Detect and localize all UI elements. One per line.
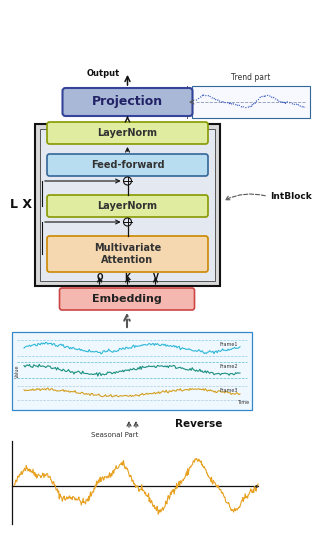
FancyBboxPatch shape [47, 236, 208, 272]
Text: Trend part: Trend part [231, 73, 271, 82]
Text: Projection: Projection [92, 96, 163, 108]
Text: Frame3: Frame3 [219, 388, 238, 393]
Text: L X: L X [10, 199, 32, 212]
Bar [192, 86, 310, 118]
Text: LayerNorm: LayerNorm [98, 128, 157, 138]
Text: Embedding: Embedding [92, 294, 162, 304]
Text: K: K [125, 273, 130, 282]
Text: Seasonal Part: Seasonal Part [91, 432, 139, 438]
Text: LayerNorm: LayerNorm [98, 201, 157, 211]
Text: Q: Q [96, 273, 103, 282]
Text: Time: Time [237, 400, 249, 405]
Text: Feed-forward: Feed-forward [91, 160, 164, 170]
FancyBboxPatch shape [47, 195, 208, 217]
Bar [12, 332, 252, 410]
FancyBboxPatch shape [47, 122, 208, 144]
Bar [35, 124, 220, 286]
Text: Frame2: Frame2 [219, 365, 238, 370]
FancyBboxPatch shape [47, 154, 208, 176]
FancyBboxPatch shape [63, 88, 192, 116]
Bar [40, 129, 215, 281]
Text: IntBlock: IntBlock [270, 192, 312, 201]
Text: Output: Output [86, 69, 120, 78]
FancyBboxPatch shape [59, 288, 195, 310]
Text: Value: Value [15, 364, 19, 378]
Text: V: V [153, 273, 158, 282]
Text: Reverse: Reverse [175, 419, 222, 429]
Text: Frame1: Frame1 [219, 343, 238, 348]
Text: Multivariate
Attention: Multivariate Attention [94, 243, 161, 265]
